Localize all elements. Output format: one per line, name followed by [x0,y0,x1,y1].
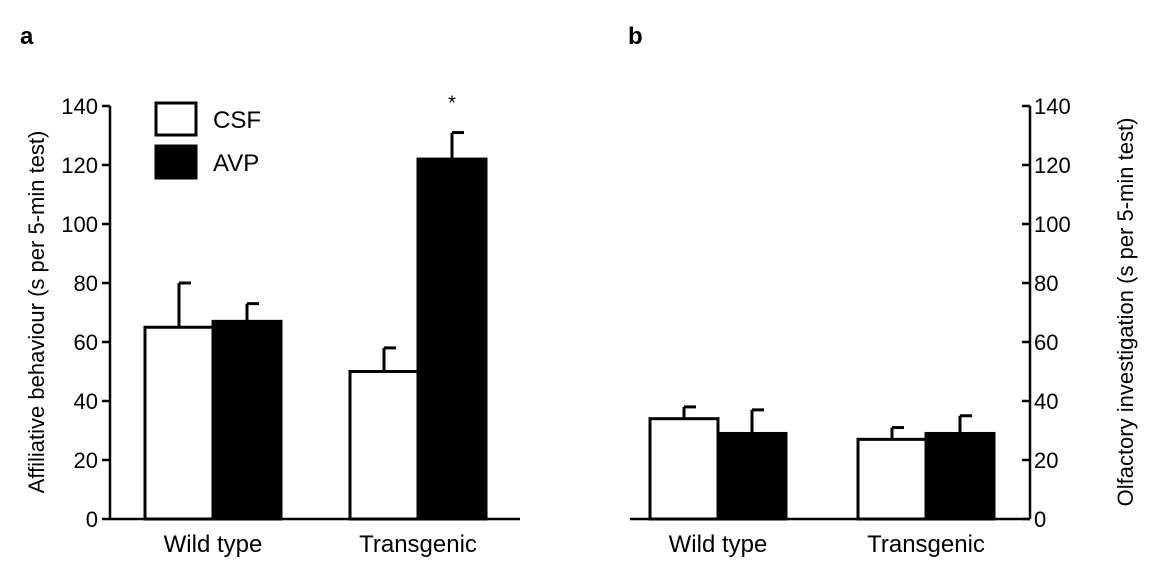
y-tick-label: 120 [1034,153,1071,178]
legend-label: AVP [213,150,259,177]
y-axis-label: Affiliative behaviour (s per 5-min test) [24,131,49,494]
y-tick-label: 100 [61,212,98,237]
x-category-label: Wild type [164,531,263,558]
significance-asterisk: * [448,93,456,115]
x-category-label: Wild type [669,531,768,558]
y-tick-label: 140 [61,94,98,119]
panel-a: a 0 20 40 60 80 100 120 140 Affiliative behaviour… [20,23,520,558]
y-axis-label: Olfactory investigation (s per 5-min tes… [1113,118,1138,507]
bar-csf [856,437,928,521]
bar-avp [716,431,788,521]
y-tick-label: 40 [1034,389,1058,414]
bar-csf [648,417,720,521]
y-tick-label: 0 [1034,507,1046,532]
x-category-label: Transgenic [359,531,477,558]
panel-letter: a [20,23,34,50]
panel-b: b 0 20 40 60 80 100 120 140 Olfactory investigati… [628,23,1138,558]
y-tick-label: 80 [1034,271,1058,296]
bar-avp [416,157,488,521]
y-tick-label: 0 [86,507,98,532]
bar-csf [348,370,420,521]
y-tick-label: 20 [74,448,98,473]
y-tick-label: 80 [74,271,98,296]
bar-csf [143,325,215,521]
y-tick-label: 120 [61,153,98,178]
y-tick-label: 60 [1034,330,1058,355]
legend: CSF AVP [154,101,261,180]
legend-label: CSF [213,107,261,134]
legend-swatch-csf [154,101,198,137]
panel-letter: b [628,23,643,50]
bar-avp [924,431,996,521]
y-tick-label: 140 [1034,94,1071,119]
y-tick-label: 60 [74,330,98,355]
x-category-label: Transgenic [867,531,985,558]
y-tick-label: 100 [1034,212,1071,237]
bar-avp [211,319,283,521]
y-tick-label: 40 [74,389,98,414]
y-tick-label: 20 [1034,448,1058,473]
legend-swatch-avp [154,144,198,180]
